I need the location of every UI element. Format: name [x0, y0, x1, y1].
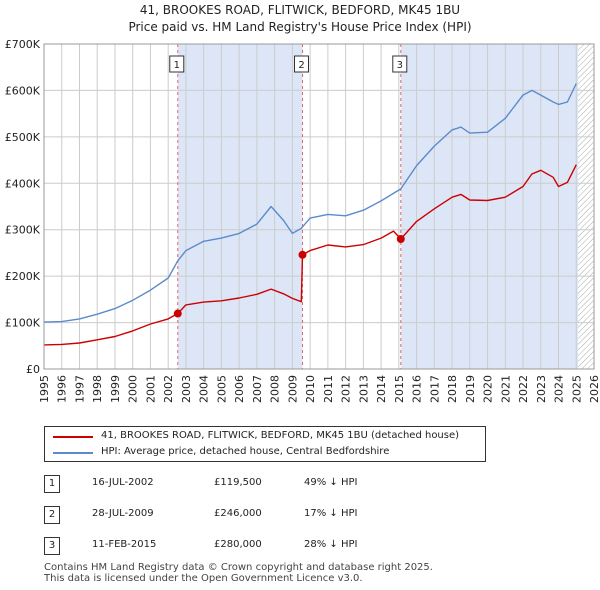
x-tick-label: 2005 [215, 375, 228, 403]
x-tick-label: 2001 [144, 375, 157, 403]
x-tick-label: 2019 [464, 375, 477, 403]
x-tick-label: 2025 [570, 375, 583, 403]
x-tick-label: 2011 [322, 375, 335, 403]
chart-legend: 41, BROOKES ROAD, FLITWICK, BEDFORD, MK4… [44, 426, 486, 462]
x-tick-label: 2015 [393, 375, 406, 403]
price-chart: £0 £100K £200K £300K £400K £500K £600K £700K 199… [5, 38, 600, 403]
x-tick-label: 1995 [38, 375, 51, 403]
x-tick-label: 2010 [304, 375, 317, 403]
transaction-date: 28-JUL-2009 [92, 508, 154, 519]
transaction-point [298, 250, 307, 259]
x-tick-label: 2008 [269, 375, 282, 403]
x-tick-label: 2020 [482, 375, 495, 403]
y-tick-label: £200K [5, 270, 41, 283]
x-tick-label: 1998 [91, 375, 104, 403]
transaction-point [396, 235, 405, 243]
transaction-price: £119,500 [214, 477, 262, 488]
table-row: 1 16-JUL-2002 £119,500 49% ↓ HPI [44, 475, 444, 493]
legend-swatch-blue [53, 452, 93, 454]
plot-frame [43, 43, 595, 370]
y-tick-label: £0 [26, 363, 40, 376]
x-tick-label: 2016 [411, 375, 424, 403]
legend-label-property: 41, BROOKES ROAD, FLITWICK, BEDFORD, MK4… [101, 430, 460, 441]
chart-title-line1: 41, BROOKES ROAD, FLITWICK, BEDFORD, MK4… [139, 3, 461, 17]
x-tick-label: 2018 [446, 375, 459, 403]
transaction-badge: 1 [44, 475, 60, 493]
transaction-badge: 2 [44, 506, 60, 524]
y-tick-label: £500K [5, 131, 41, 144]
y-tick-label: £100K [5, 317, 41, 330]
transaction-badge: 3 [44, 537, 60, 555]
y-tick-label: £400K [5, 177, 41, 190]
series-line-hpi [43, 83, 577, 323]
table-row: 3 11-FEB-2015 £280,000 28% ↓ HPI [44, 537, 444, 555]
shaded-period-2 [400, 44, 579, 369]
transaction-label-number: 3 [397, 60, 403, 71]
y-tick-label: £300K [5, 224, 41, 237]
footer-copyright: Contains HM Land Registry data © Crown c… [44, 562, 433, 573]
x-tick-label: 1996 [56, 375, 69, 403]
transaction-date: 16-JUL-2002 [92, 477, 154, 488]
series-line-property [43, 164, 577, 346]
shaded-period-1 [177, 44, 303, 369]
x-tick-label: 2003 [180, 375, 193, 403]
footer-attribution: Contains HM Land Registry data © Crown c… [44, 562, 433, 584]
x-tick-label: 2022 [517, 375, 530, 403]
transaction-label-number: 1 [174, 60, 180, 71]
transaction-price: £280,000 [214, 539, 262, 550]
legend-label-hpi: HPI: Average price, detached house, Cent… [101, 446, 390, 457]
x-tick-label: 2013 [357, 375, 370, 403]
x-tick-label: 2000 [127, 375, 140, 403]
transaction-hpi-diff: 28% ↓ HPI [304, 539, 358, 550]
x-tick-label: 2007 [251, 375, 264, 403]
transaction-point [173, 309, 182, 318]
legend-swatch-red [53, 436, 93, 438]
transaction-price: £246,000 [214, 508, 262, 519]
x-tick-label: 2009 [286, 375, 299, 403]
x-tick-label: 2002 [162, 375, 175, 403]
transaction-hpi-diff: 17% ↓ HPI [304, 508, 358, 519]
transaction-hpi-diff: 49% ↓ HPI [304, 477, 358, 488]
x-tick-label: 1999 [109, 375, 122, 403]
x-tick-label: 2012 [340, 375, 353, 403]
x-tick-label: 1997 [73, 375, 86, 403]
table-row: 2 28-JUL-2009 £246,000 17% ↓ HPI [44, 506, 444, 524]
transaction-label-number: 2 [298, 60, 304, 71]
chart-title-line2: Price paid vs. HM Land Registry's House … [128, 20, 472, 34]
x-tick-label: 2023 [535, 375, 548, 403]
transaction-label-box [294, 55, 309, 73]
x-tick-label: 2026 [588, 375, 600, 403]
x-tick-label: 2014 [375, 375, 388, 403]
transaction-date: 11-FEB-2015 [92, 539, 157, 550]
x-tick-label: 2017 [428, 375, 441, 403]
x-tick-label: 2004 [198, 375, 211, 403]
x-tick-label: 2021 [499, 375, 512, 403]
footer-licence: This data is licensed under the Open Gov… [44, 573, 363, 584]
future-hatch-area [578, 44, 594, 369]
transaction-label-box [392, 55, 408, 73]
transaction-label-box [169, 55, 185, 73]
y-tick-label: £600K [5, 84, 41, 97]
x-tick-label: 2024 [553, 375, 566, 403]
x-tick-label: 2006 [233, 375, 246, 403]
y-tick-label: £700K [5, 38, 41, 51]
